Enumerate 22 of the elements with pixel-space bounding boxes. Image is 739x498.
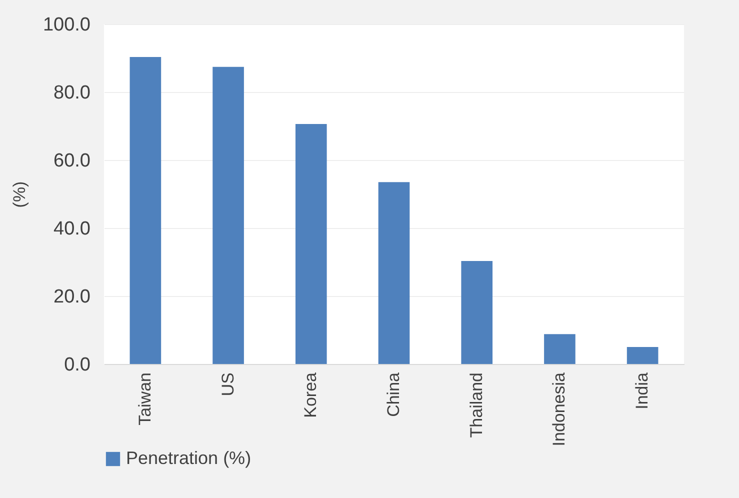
y-axis-title: (%) bbox=[10, 181, 29, 208]
bar bbox=[212, 66, 244, 364]
legend-label: Penetration (%) bbox=[126, 448, 252, 468]
x-tick-label: US bbox=[218, 372, 238, 396]
bar bbox=[626, 347, 658, 364]
y-tick-label: 20.0 bbox=[54, 286, 90, 308]
y-tick-label: 60.0 bbox=[54, 150, 90, 172]
x-tick-label: Indonesia bbox=[550, 372, 569, 446]
bar bbox=[544, 334, 576, 364]
x-tick-label: China bbox=[384, 372, 403, 417]
bar bbox=[130, 56, 162, 364]
bar bbox=[461, 260, 493, 364]
bar bbox=[378, 182, 410, 364]
bar bbox=[295, 124, 327, 364]
y-tick-label: 40.0 bbox=[54, 218, 90, 240]
x-tick-label: India bbox=[632, 372, 652, 410]
y-tick-label: 100.0 bbox=[42, 14, 90, 36]
x-tick-label: Korea bbox=[301, 372, 320, 418]
x-tick-label: Taiwan bbox=[135, 372, 154, 426]
y-tick-label: 80.0 bbox=[54, 82, 90, 104]
y-tick-label: 0.0 bbox=[64, 354, 90, 376]
x-tick-label: Thailand bbox=[466, 372, 486, 438]
